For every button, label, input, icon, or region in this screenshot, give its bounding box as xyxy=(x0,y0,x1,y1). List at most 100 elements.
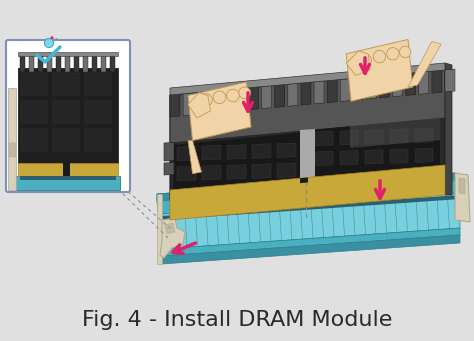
Polygon shape xyxy=(406,73,416,95)
Polygon shape xyxy=(162,193,460,249)
Polygon shape xyxy=(183,93,193,116)
Polygon shape xyxy=(300,129,315,183)
Polygon shape xyxy=(390,129,408,143)
Polygon shape xyxy=(170,70,445,143)
Polygon shape xyxy=(459,178,465,194)
Polygon shape xyxy=(340,78,350,102)
Polygon shape xyxy=(157,194,162,264)
Polygon shape xyxy=(392,74,402,97)
Polygon shape xyxy=(340,150,358,165)
Circle shape xyxy=(200,94,212,106)
Polygon shape xyxy=(327,80,337,103)
Bar xyxy=(21,73,47,95)
Polygon shape xyxy=(177,166,196,181)
FancyBboxPatch shape xyxy=(6,40,130,192)
Polygon shape xyxy=(288,83,298,106)
Bar xyxy=(92,54,97,72)
Polygon shape xyxy=(162,235,460,264)
Polygon shape xyxy=(408,41,441,87)
Circle shape xyxy=(359,54,372,66)
Polygon shape xyxy=(188,82,251,140)
Polygon shape xyxy=(188,140,201,174)
Polygon shape xyxy=(277,163,296,178)
Polygon shape xyxy=(248,87,259,110)
Polygon shape xyxy=(340,131,358,145)
Bar xyxy=(101,54,106,72)
Bar xyxy=(53,73,79,95)
Polygon shape xyxy=(365,130,383,144)
Polygon shape xyxy=(170,165,445,220)
Polygon shape xyxy=(310,118,440,180)
Polygon shape xyxy=(415,128,433,143)
Polygon shape xyxy=(301,82,311,105)
Bar xyxy=(65,54,70,72)
Polygon shape xyxy=(236,88,246,111)
Bar xyxy=(63,163,70,176)
Polygon shape xyxy=(277,143,296,158)
Bar xyxy=(20,176,116,180)
Circle shape xyxy=(227,89,239,102)
Bar xyxy=(21,101,47,123)
Polygon shape xyxy=(222,89,232,112)
Polygon shape xyxy=(314,81,324,104)
Polygon shape xyxy=(350,112,440,148)
Circle shape xyxy=(45,39,54,47)
Bar xyxy=(18,52,118,56)
Bar xyxy=(20,54,25,72)
Polygon shape xyxy=(445,69,455,92)
Bar xyxy=(16,176,120,190)
Circle shape xyxy=(387,48,399,60)
Polygon shape xyxy=(346,51,370,76)
Polygon shape xyxy=(210,90,219,114)
Polygon shape xyxy=(188,93,210,118)
Circle shape xyxy=(213,91,226,104)
Bar xyxy=(85,129,111,151)
Polygon shape xyxy=(160,218,185,258)
Polygon shape xyxy=(315,131,333,146)
Bar xyxy=(18,163,118,176)
Polygon shape xyxy=(445,63,452,195)
Bar xyxy=(21,129,47,151)
Bar xyxy=(85,73,111,95)
Polygon shape xyxy=(252,164,271,178)
Polygon shape xyxy=(170,63,445,95)
Polygon shape xyxy=(353,77,364,100)
Polygon shape xyxy=(173,132,305,193)
Polygon shape xyxy=(170,70,445,200)
Bar xyxy=(53,101,79,123)
Circle shape xyxy=(374,50,386,63)
Polygon shape xyxy=(275,85,285,107)
Polygon shape xyxy=(165,223,175,234)
Text: Fig. 4 - Install DRAM Module: Fig. 4 - Install DRAM Module xyxy=(82,310,392,330)
Polygon shape xyxy=(18,68,118,163)
Bar xyxy=(83,54,88,72)
Polygon shape xyxy=(157,173,460,214)
Polygon shape xyxy=(202,165,221,180)
Polygon shape xyxy=(346,40,413,101)
Bar xyxy=(85,101,111,123)
Circle shape xyxy=(400,46,411,58)
Bar xyxy=(74,54,79,72)
Polygon shape xyxy=(170,94,180,117)
Polygon shape xyxy=(177,146,196,161)
Bar xyxy=(110,54,115,72)
Bar xyxy=(53,129,79,151)
Polygon shape xyxy=(227,145,246,159)
Polygon shape xyxy=(252,144,271,159)
Polygon shape xyxy=(162,195,460,220)
Polygon shape xyxy=(366,76,376,99)
Bar xyxy=(29,54,34,72)
Bar xyxy=(9,143,16,157)
Polygon shape xyxy=(419,71,429,94)
Polygon shape xyxy=(227,165,246,179)
Polygon shape xyxy=(162,228,460,256)
Bar xyxy=(56,54,61,72)
Polygon shape xyxy=(262,86,272,109)
Polygon shape xyxy=(164,163,174,175)
Polygon shape xyxy=(390,149,408,163)
Polygon shape xyxy=(432,70,442,93)
Polygon shape xyxy=(300,177,308,183)
Polygon shape xyxy=(380,75,390,98)
Polygon shape xyxy=(164,143,174,161)
Polygon shape xyxy=(315,151,333,166)
